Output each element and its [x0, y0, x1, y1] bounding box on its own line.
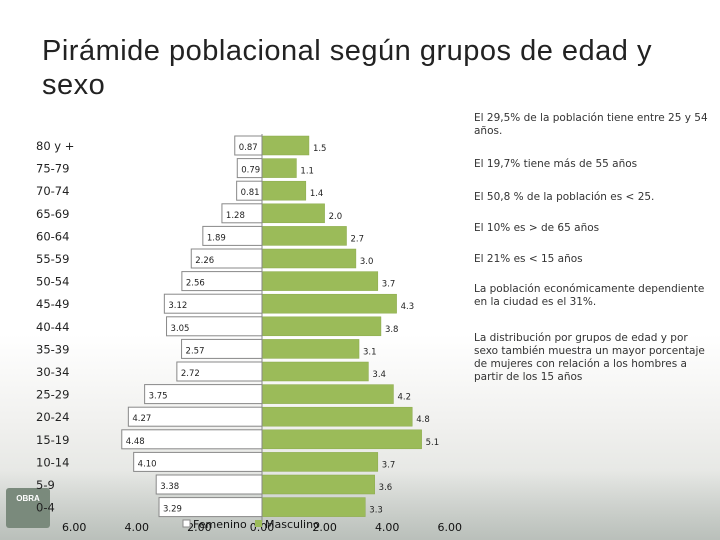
masculino-value-label: 1.5 [313, 144, 327, 154]
masculino-value-label: 3.8 [385, 325, 399, 335]
masculino-bar [261, 203, 325, 224]
femenino-value-label: 4.10 [138, 459, 157, 469]
age-group-label: 0-4 [36, 501, 55, 515]
masculino-bar [261, 339, 360, 359]
legend-femenino-swatch [182, 519, 191, 528]
note-1: El 29,5% de la población tiene entre 25 … [474, 112, 708, 137]
masculino-bar [261, 497, 366, 517]
masculino-bar [261, 293, 397, 314]
age-group-label: 60-64 [36, 229, 69, 243]
x-tick-label: 2.00 [312, 521, 337, 534]
femenino-value-label: 1.28 [226, 211, 245, 221]
legend-masculino-label: Masculino [265, 518, 320, 531]
masculino-bar [261, 474, 375, 495]
masculino-bar [261, 271, 379, 291]
masculino-value-label: 2.0 [329, 212, 343, 222]
masculino-value-label: 3.7 [382, 460, 396, 470]
masculino-bar [261, 226, 347, 246]
femenino-value-label: 2.57 [186, 346, 205, 356]
age-group-label: 30-34 [36, 365, 69, 379]
masculino-value-label: 4.8 [416, 415, 430, 425]
masculino-bar [261, 135, 310, 156]
page-title: Pirámide poblacional según grupos de eda… [42, 35, 652, 101]
masculino-value-label: 3.7 [382, 280, 396, 290]
femenino-value-label: 3.29 [163, 505, 182, 515]
x-tick-label: 2.00 [187, 521, 212, 534]
masculino-value-label: 4.3 [401, 302, 415, 312]
masculino-value-label: 4.2 [397, 393, 411, 403]
femenino-value-label: 1.89 [207, 233, 226, 243]
legend-masculino-swatch [255, 520, 262, 527]
femenino-value-label: 0.81 [241, 188, 260, 198]
femenino-value-label: 0.79 [241, 166, 260, 176]
masculino-bar [261, 406, 413, 427]
femenino-value-label: 0.87 [239, 143, 258, 153]
note-7: La distribución por grupos de edad y por… [474, 332, 705, 383]
masculino-value-label: 3.4 [372, 370, 386, 380]
age-group-label: 80 y + [36, 139, 74, 153]
age-group-label: 65-69 [36, 207, 69, 221]
femenino-value-label: 4.27 [132, 414, 151, 424]
x-tick-label: 4.00 [375, 521, 400, 534]
obra-logo: OBRA [6, 488, 50, 528]
masculino-value-label: 3.1 [363, 347, 377, 357]
age-group-label: 70-74 [36, 184, 69, 198]
femenino-value-label: 2.72 [181, 369, 200, 379]
masculino-value-label: 1.4 [310, 189, 324, 199]
age-group-label: 15-19 [36, 433, 69, 447]
x-tick-label: 4.00 [125, 521, 150, 534]
age-group-label: 20-24 [36, 410, 69, 424]
masculino-value-label: 5.1 [426, 438, 440, 448]
note-6: La población económicamente dependiente … [474, 283, 705, 308]
femenino-value-label: 3.75 [149, 392, 168, 402]
x-tick-label: 6.00 [62, 521, 87, 534]
note-5: El 21% es < 15 años [474, 253, 583, 265]
masculino-value-label: 3.0 [360, 257, 374, 267]
age-group-label: 25-29 [36, 388, 69, 402]
masculino-value-label: 3.6 [379, 483, 393, 493]
note-3: El 50,8 % de la población es < 25. [474, 191, 655, 203]
masculino-bar [261, 180, 307, 201]
masculino-bar [261, 158, 297, 178]
age-group-label: 55-59 [36, 252, 69, 266]
masculino-value-label: 2.7 [351, 234, 365, 244]
masculino-bar [261, 248, 357, 269]
femenino-value-label: 3.38 [160, 482, 179, 492]
note-2: El 19,7% tiene más de 55 años [474, 158, 638, 170]
masculino-bar [261, 316, 382, 337]
masculino-value-label: 3.3 [369, 506, 383, 516]
femenino-value-label: 2.26 [195, 256, 214, 266]
masculino-bar [261, 384, 394, 404]
femenino-value-label: 3.12 [168, 301, 187, 311]
x-tick-label: 6.00 [438, 521, 463, 534]
age-group-label: 75-79 [36, 162, 69, 176]
age-group-label: 50-54 [36, 275, 69, 289]
masculino-value-label: 1.1 [300, 167, 314, 177]
femenino-value-label: 3.05 [171, 324, 190, 334]
age-group-label: 40-44 [36, 320, 69, 334]
note-4: El 10% es > de 65 años [474, 222, 600, 234]
masculino-bar [261, 429, 422, 450]
femenino-value-label: 4.48 [126, 437, 145, 447]
legend-femenino-label: Femenino [193, 518, 247, 531]
masculino-bar [261, 361, 369, 382]
femenino-value-label: 2.56 [186, 279, 205, 289]
age-group-label: 5-9 [36, 478, 55, 492]
masculino-bar [261, 452, 379, 472]
age-group-label: 35-39 [36, 342, 69, 356]
age-group-label: 45-49 [36, 297, 69, 311]
age-group-label: 10-14 [36, 455, 69, 469]
